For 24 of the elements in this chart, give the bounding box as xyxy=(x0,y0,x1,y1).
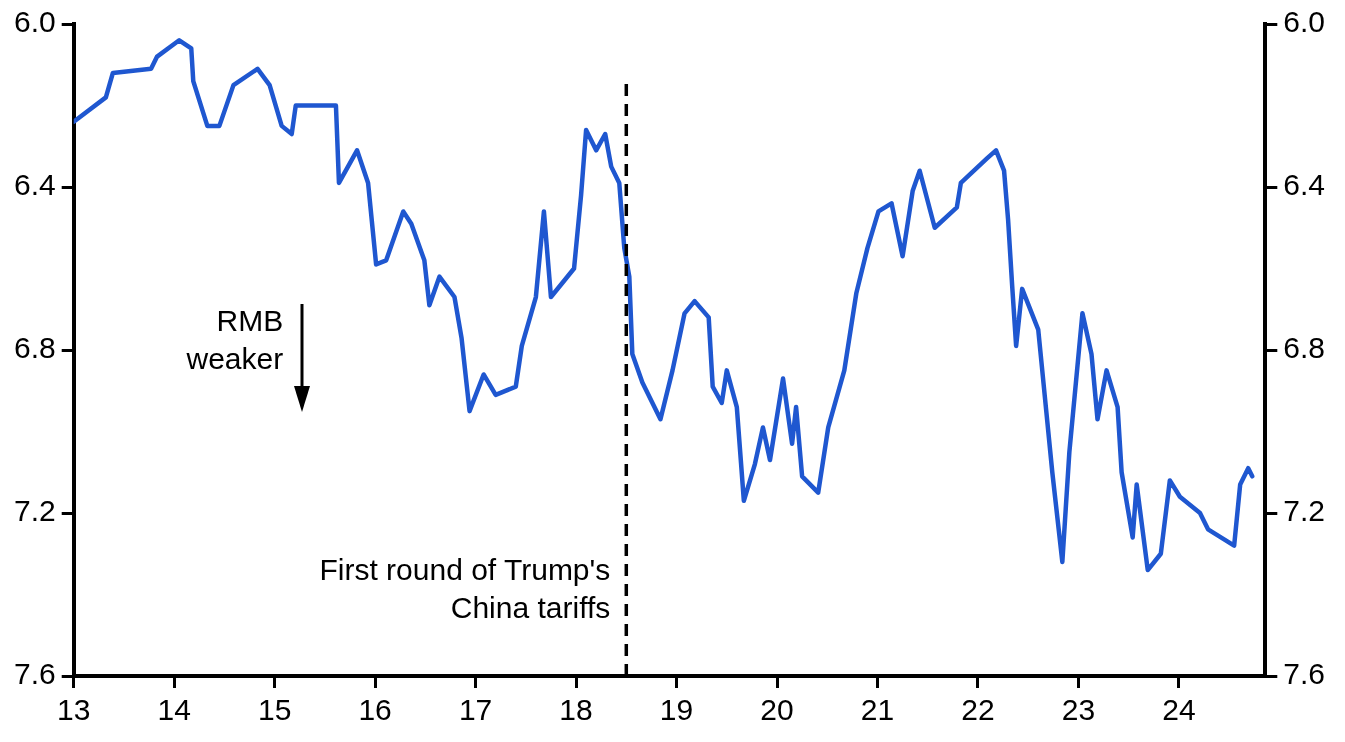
y2-tick-label: 6.8 xyxy=(1283,331,1326,365)
y2-tick-label: 6.4 xyxy=(1283,168,1326,202)
y-tick-label: 7.6 xyxy=(13,657,56,691)
y2-tick-label: 7.2 xyxy=(1283,494,1326,528)
x-tick-label: 21 xyxy=(860,693,895,727)
annotation: RMB weaker xyxy=(185,303,284,377)
y-tick-label: 6.0 xyxy=(13,5,56,39)
x-tick-label: 15 xyxy=(257,693,292,727)
y-tick-label: 6.4 xyxy=(13,168,56,202)
x-tick-label: 19 xyxy=(659,693,694,727)
x-tick-label: 23 xyxy=(1061,693,1096,727)
y-tick-label: 7.2 xyxy=(13,494,56,528)
x-tick-label: 13 xyxy=(57,693,91,727)
x-tick-label: 16 xyxy=(358,693,392,727)
x-tick-label: 22 xyxy=(961,693,995,727)
x-tick-label: 14 xyxy=(157,693,191,727)
x-tick-label: 24 xyxy=(1162,693,1196,727)
y-tick-label: 6.8 xyxy=(13,331,56,365)
x-tick-label: 18 xyxy=(559,693,593,727)
x-tick-label: 17 xyxy=(458,693,493,727)
y2-tick-label: 6.0 xyxy=(1283,5,1326,39)
ref-line-label: First round of Trump's China tariffs xyxy=(318,552,611,626)
x-tick-label: 20 xyxy=(760,693,794,727)
y2-tick-label: 7.6 xyxy=(1283,657,1326,691)
